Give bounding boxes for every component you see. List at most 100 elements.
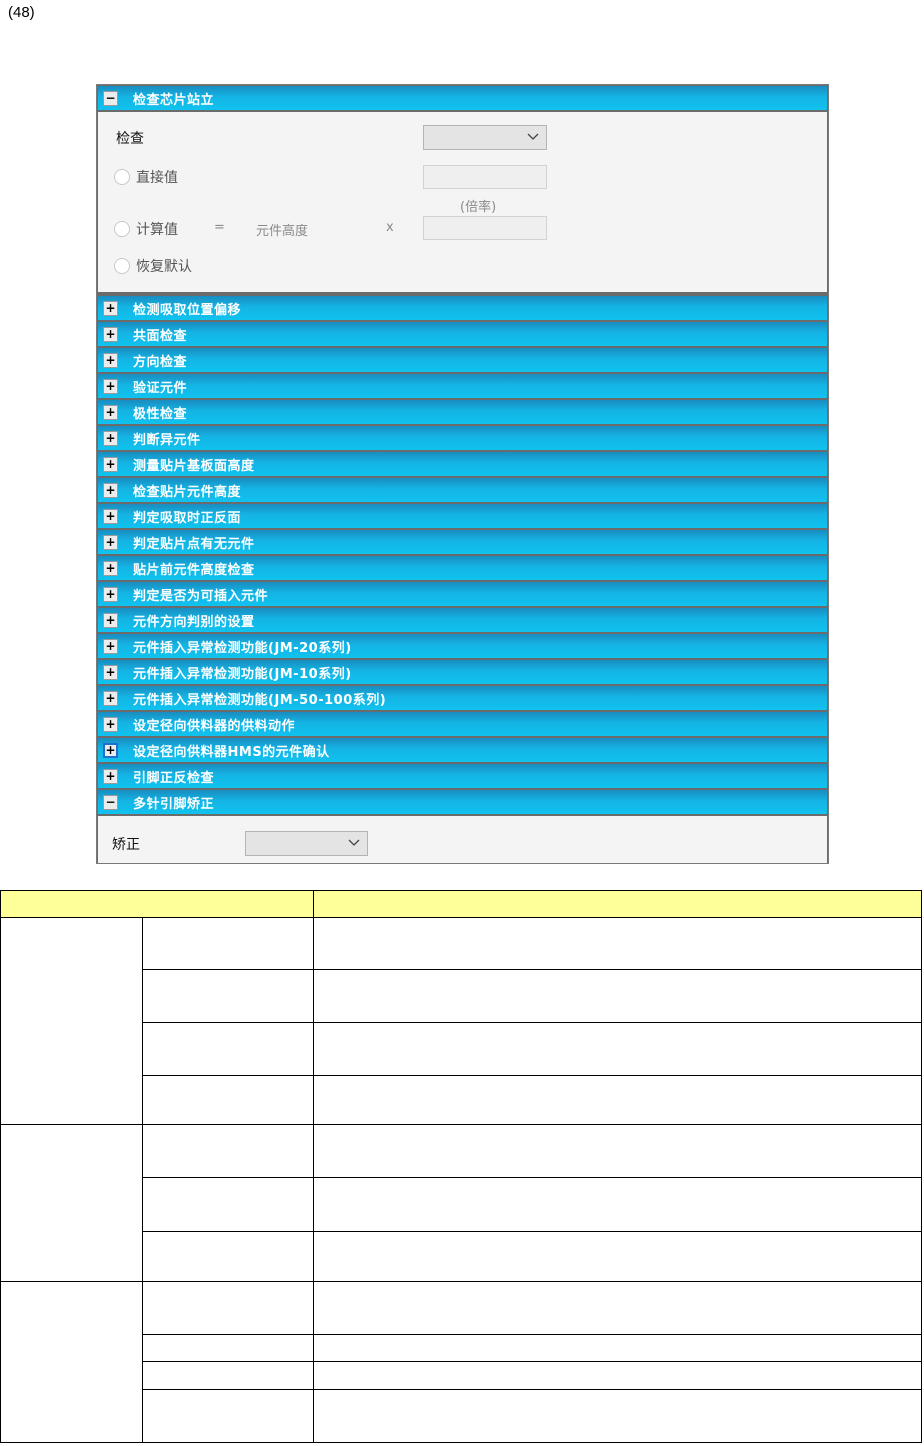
expand-icon[interactable]: + — [103, 456, 118, 472]
group-cell — [0, 1124, 143, 1282]
direct-value-label: 直接值 — [136, 170, 178, 186]
multi-pin-correction-body: 矫正 — [98, 816, 827, 863]
section-title: 验证元件 — [133, 380, 188, 396]
section-header-multi-pin-correction[interactable]: − 多针引脚矫正 — [98, 790, 827, 814]
section-title: 判定贴片点有无元件 — [133, 536, 255, 552]
expand-icon[interactable]: + — [103, 742, 118, 758]
desc-cell — [313, 1022, 922, 1076]
chevron-down-icon — [348, 839, 360, 846]
collapse-icon[interactable]: − — [103, 794, 118, 810]
item-cell — [142, 1334, 314, 1362]
section-header[interactable]: + 检查贴片元件高度 — [98, 478, 827, 502]
expand-icon[interactable]: + — [103, 482, 118, 498]
expand-icon[interactable]: + — [103, 690, 118, 706]
section-header[interactable]: + 判断异元件 — [98, 426, 827, 450]
check-select[interactable] — [423, 125, 547, 150]
section-title: 极性检查 — [133, 406, 188, 422]
expand-icon[interactable]: + — [103, 534, 118, 550]
section-header[interactable]: + 引脚正反检查 — [98, 764, 827, 788]
header-cell — [313, 890, 922, 918]
section-title: 判定吸取时正反面 — [133, 510, 242, 526]
direct-value-radio[interactable] — [114, 169, 130, 185]
expand-icon[interactable]: + — [103, 612, 118, 628]
item-cell — [142, 1124, 314, 1178]
collapse-icon[interactable]: − — [103, 90, 118, 106]
section-title: 引脚正反检查 — [133, 770, 215, 786]
section-title: 测量贴片基板面高度 — [133, 458, 255, 474]
expand-icon[interactable]: + — [103, 586, 118, 602]
item-cell — [142, 1177, 314, 1232]
section-title: 检查芯片站立 — [133, 92, 215, 108]
expand-icon[interactable]: + — [103, 378, 118, 394]
chevron-down-icon — [527, 133, 539, 140]
times-sign: x — [386, 220, 394, 235]
expand-icon[interactable]: + — [103, 560, 118, 576]
expand-icon[interactable]: + — [103, 352, 118, 368]
section-header[interactable]: + 元件插入异常检测功能(JM-20系列) — [98, 634, 827, 658]
table-row — [0, 1124, 922, 1282]
calc-value-radio[interactable] — [114, 221, 130, 237]
section-title: 元件插入异常检测功能(JM-20系列) — [133, 640, 352, 656]
section-header[interactable]: + 测量贴片基板面高度 — [98, 452, 827, 476]
section-header[interactable]: + 元件插入异常检测功能(JM-10系列) — [98, 660, 827, 684]
section-title: 检测吸取位置偏移 — [133, 302, 242, 318]
ratio-label: (倍率) — [460, 200, 497, 215]
section-title: 共面检查 — [133, 328, 188, 344]
expand-icon[interactable]: + — [103, 716, 118, 732]
expand-icon[interactable]: + — [103, 664, 118, 680]
desc-cell — [313, 1231, 922, 1282]
group-cell — [0, 917, 143, 1125]
section-title: 判定是否为可插入元件 — [133, 588, 269, 604]
table-row — [1, 1389, 922, 1443]
expand-icon[interactable]: + — [103, 326, 118, 342]
item-cell — [142, 917, 314, 970]
expand-icon[interactable]: + — [103, 508, 118, 524]
correct-label: 矫正 — [112, 837, 140, 853]
desc-cell — [313, 1389, 922, 1443]
table-row — [1, 1361, 922, 1390]
calc-value-label: 计算值 — [136, 222, 178, 238]
settings-panel: − 检查芯片站立 检查 直接值 (倍率) 计算值 = 元件高度 x 恢复默认 +… — [96, 84, 829, 864]
section-header[interactable]: + 元件方向判别的设置 — [98, 608, 827, 632]
desc-cell — [313, 917, 922, 970]
desc-cell — [313, 1334, 922, 1362]
desc-cell — [313, 1124, 922, 1178]
section-header-chip-standing[interactable]: − 检查芯片站立 — [98, 86, 827, 110]
expand-icon[interactable]: + — [103, 404, 118, 420]
item-cell — [142, 969, 314, 1023]
restore-default-radio[interactable] — [114, 258, 130, 274]
section-header[interactable]: + 极性检查 — [98, 400, 827, 424]
section-header[interactable]: + 共面检查 — [98, 322, 827, 346]
section-header[interactable]: + 设定径向供料器的供料动作 — [98, 712, 827, 736]
expand-icon[interactable]: + — [103, 300, 118, 316]
section-header[interactable]: + 元件插入异常检测功能(JM-50-100系列) — [98, 686, 827, 710]
page-number: (48) — [8, 4, 35, 21]
expand-icon[interactable]: + — [103, 768, 118, 784]
expand-icon[interactable]: + — [103, 638, 118, 654]
desc-cell — [313, 1281, 922, 1335]
section-header[interactable]: + 设定径向供料器HMS的元件确认 — [98, 738, 827, 762]
section-header[interactable]: + 判定吸取时正反面 — [98, 504, 827, 528]
section-header[interactable]: + 方向检查 — [98, 348, 827, 372]
check-label: 检查 — [116, 131, 144, 147]
calc-value-input[interactable] — [423, 216, 547, 240]
correct-select[interactable] — [245, 831, 368, 856]
section-header[interactable]: + 检测吸取位置偏移 — [98, 296, 827, 320]
desc-cell — [313, 969, 922, 1023]
section-title: 设定径向供料器的供料动作 — [133, 718, 296, 734]
section-title: 元件插入异常检测功能(JM-50-100系列) — [133, 692, 387, 708]
direct-value-input[interactable] — [423, 165, 547, 189]
expand-icon[interactable]: + — [103, 430, 118, 446]
item-cell — [142, 1231, 314, 1282]
item-cell — [142, 1075, 314, 1125]
section-title: 检查贴片元件高度 — [133, 484, 242, 500]
item-cell — [142, 1389, 314, 1443]
section-header[interactable]: + 验证元件 — [98, 374, 827, 398]
table-header-row — [0, 890, 922, 918]
section-header[interactable]: + 贴片前元件高度检查 — [98, 556, 827, 580]
section-header[interactable]: + 判定是否为可插入元件 — [98, 582, 827, 606]
desc-cell — [313, 1361, 922, 1390]
group-cell — [0, 1281, 143, 1443]
section-header[interactable]: + 判定贴片点有无元件 — [98, 530, 827, 554]
section-title: 贴片前元件高度检查 — [133, 562, 255, 578]
